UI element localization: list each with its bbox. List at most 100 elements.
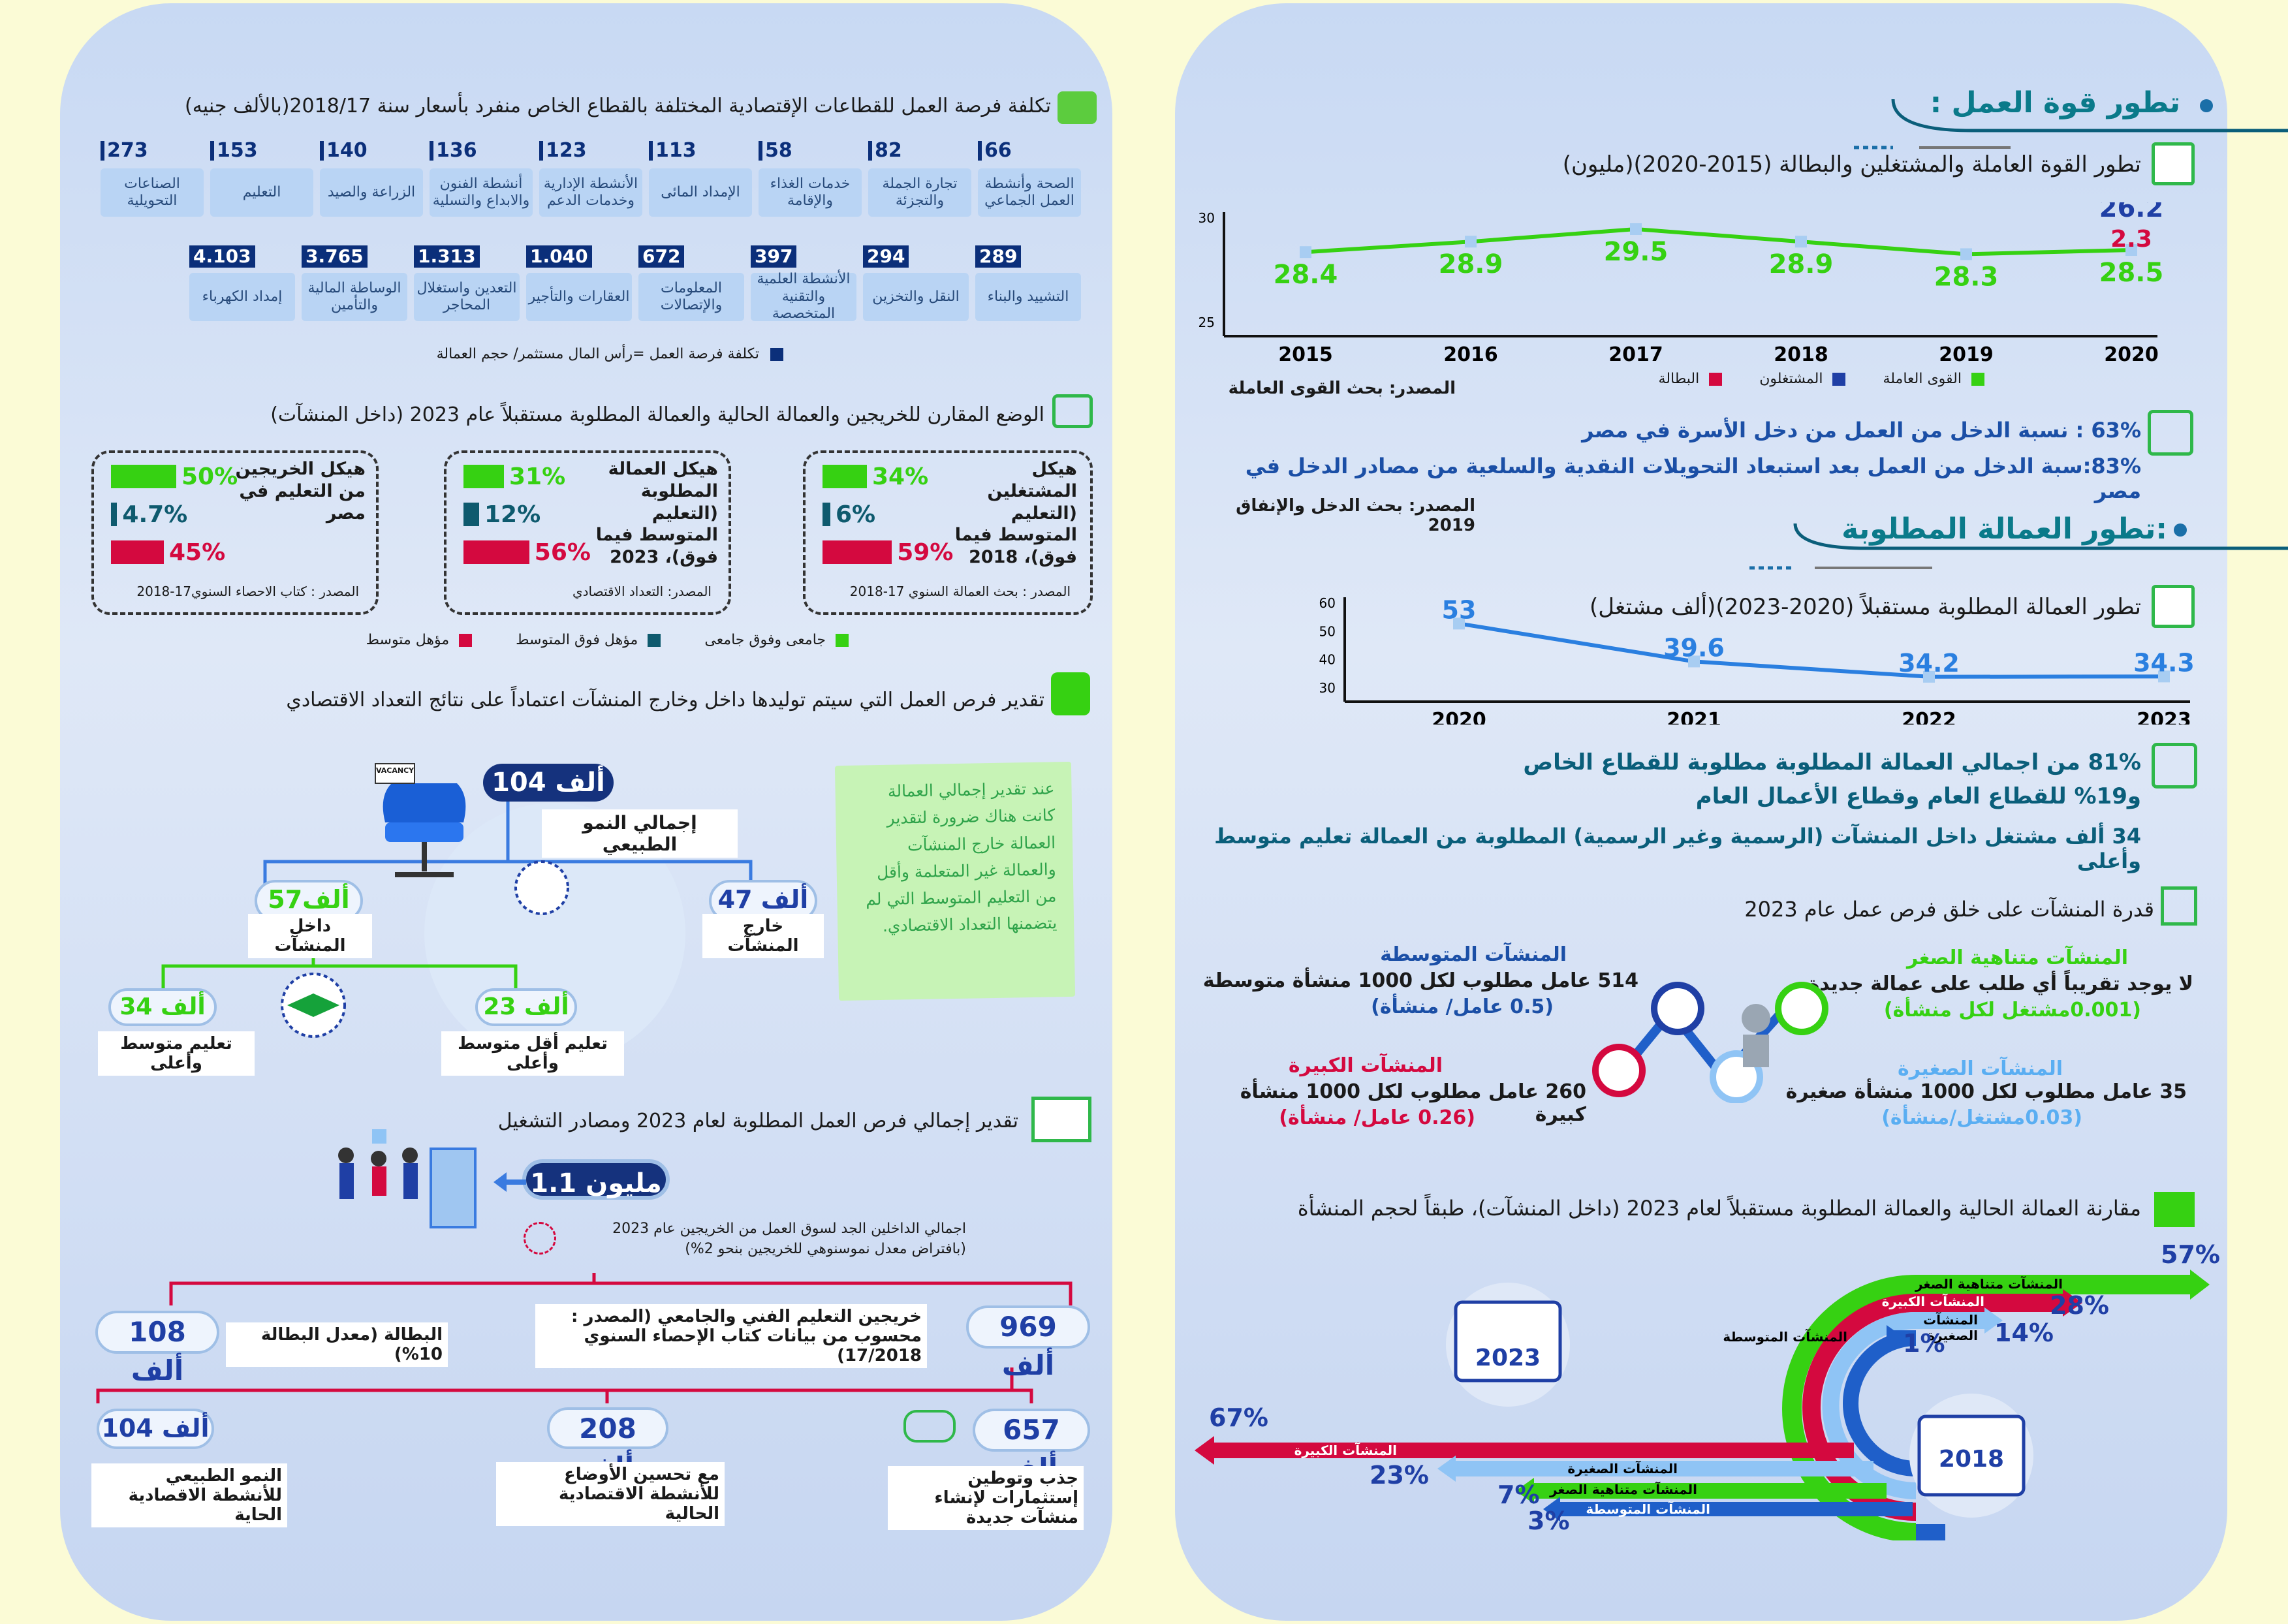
legend-swatch [648, 634, 661, 647]
series-line [1458, 621, 2165, 679]
calendar-icon [2154, 1192, 2195, 1227]
arrow-to-million [494, 1172, 526, 1192]
cost-value: 1.313 [414, 245, 480, 268]
total-657-label: جذب وتوطين إستثمارات لإنشاء منشآت جديدة [888, 1466, 1084, 1530]
calendar-worker-icon [1031, 1097, 1091, 1142]
jobs-title: تقدير فرص العمل التي سيتم توليدها داخل و… [286, 689, 1044, 711]
total-108-label: البطالة (معدل البطالة 10%) [226, 1322, 448, 1367]
labor-chart: 25 30 2015 2016 2017 2018 2019 2020 28.4 28.9 29.5… [1199, 202, 2164, 366]
grads-box-source: المصدر : كتاب الاحصاء السنوي17-2018 [136, 584, 359, 599]
grads-box-employed [803, 450, 1093, 615]
jobs-mid-value: 34 ألف [108, 988, 217, 1026]
capacity-medium-title: المنشآت المتوسطة [1380, 943, 1567, 966]
grads-pct: 56% [534, 539, 591, 566]
legend-swatch [1971, 373, 1984, 386]
cost-sector-label: أنشطة الفنون والابداع والتسلية [430, 168, 533, 217]
labor-legend: القوى العاملة المشتغلون البطالة [1619, 371, 1984, 394]
capacity-micro-1: لا يوجد تقريباً أي طلب على عمالة جديدة [1808, 973, 2193, 995]
labor-stat-source: المصدر: بحث الدخل والإنفاق 2019 [1236, 496, 1475, 535]
cost-sector-label: التعليم [210, 168, 313, 217]
required-p3: 34 ألف مشتغل داخل المنشآت (الرسمية وغير … [1214, 824, 2141, 873]
x-tick-label: 2016 [1443, 343, 1498, 366]
required-p2: و19% للقطاع العام وقطاع الأعمال العام [1695, 783, 2141, 809]
employed-label: 26.2 [2099, 202, 2164, 223]
compare-top-label-micro: المنشآت متناهية الصغر [1915, 1276, 2063, 1292]
legend-swatch [836, 634, 849, 647]
compare-top-pct-medium: 1% [1903, 1329, 1945, 1358]
labor-chart-title: تطور القوة العاملة والمشتغلين والبطالة (… [1562, 151, 2141, 178]
data-point [1630, 223, 1642, 235]
y-tick-label: 30 [1199, 210, 1215, 226]
cost-value: 140 [320, 141, 368, 161]
grads-pct: 59% [897, 539, 954, 566]
cost-value: 123 [539, 141, 587, 161]
total-104-label: النمو الطبيعي للأنشطة الاقصادية الحاية [91, 1463, 287, 1527]
total-969-label: خريجين التعليم الفني والجامعي (المصدر : … [535, 1304, 927, 1368]
grads-pct: 45% [169, 539, 226, 566]
data-point [1465, 236, 1477, 248]
data-point [2125, 244, 2137, 256]
jobs-note: عند تقدير إجمالي العمالة كانت هناك ضرورة… [834, 761, 1076, 1001]
grads-box-title: هيكل العمالة المطلوبة (التعليم المتوسط ف… [595, 459, 718, 567]
y-tick-label: 40 [1319, 652, 1336, 668]
cost-value: 289 [975, 245, 1022, 268]
total-208-label: مع تحسين الأوضاع للأنشطة الاقتصادية الحا… [496, 1462, 725, 1526]
capacity-medium-2: (0.5 عامل/ منشأة) [1371, 995, 1554, 1018]
compare-bottom-pct-micro: 7% [1497, 1480, 1540, 1509]
building-icon [2161, 886, 2197, 926]
grads-bar [823, 503, 830, 526]
grads-bar [111, 465, 176, 488]
data-label: 28.5 [2099, 258, 2164, 288]
compare-bottom-label-small: المنشآت الصغيرة [1567, 1461, 1678, 1476]
grads-bar [823, 540, 892, 564]
data-label: 34.2 [1898, 649, 1960, 678]
capacity-large-1: 260 عامل مطلوب لكل 1000 منشأة كبيرة [1240, 1080, 1586, 1126]
grads-pct: 6% [836, 501, 876, 528]
capacity-small-1: 35 عامل مطلوب لكل 1000 منشأة صغيرة [1785, 1080, 2187, 1103]
total-108-value: 108 ألف [95, 1311, 219, 1386]
required-heading-decor [1749, 523, 2288, 570]
data-label: 28.3 [1934, 262, 1999, 292]
data-point [1300, 246, 1311, 258]
grads-title: الوضع المقارن للخريجين والعمالة الحالية … [270, 403, 1044, 426]
grads-bar [823, 465, 867, 488]
capacity-medium-1: 514 عامل مطلوب لكل 1000 منشأة متوسطة [1202, 969, 1638, 992]
cost-sector-label: الوساطة المالية والتأمين [302, 273, 407, 321]
cost-title: تكلفة فرصة العمل للقطاعات الإقتصادية الم… [184, 95, 1051, 117]
data-label: 29.5 [1604, 237, 1669, 267]
cost-sector-label: الأنشطة العلمية والتقنية المتخصصة [751, 271, 856, 322]
cost-sector-label: التشييد والبناء [975, 273, 1081, 321]
series-line [1305, 226, 2132, 257]
y-tick-label: 60 [1319, 595, 1336, 611]
x-tick-label: 2022 [1902, 709, 1956, 725]
data-point [2158, 670, 2170, 683]
jobs-total-label: إجمالي النمو الطبيعي [542, 809, 738, 858]
grads-box-required [444, 450, 731, 615]
capacity-small-title: المنشآت الصغيرة [1898, 1057, 2063, 1080]
x-tick-label: 2020 [2104, 343, 2159, 366]
data-label: 34.3 [2133, 648, 2195, 677]
cost-value: 153 [210, 141, 258, 161]
compare-bottom-pct-medium: 3% [1528, 1507, 1570, 1535]
grad-cap-icon [524, 1222, 556, 1255]
briefcase-icon [1052, 394, 1093, 428]
handshake-icon [903, 1410, 956, 1443]
data-label: 28.4 [1274, 260, 1338, 290]
cost-sector-label: الزراعة والصيد [320, 168, 423, 217]
cost-value: 397 [751, 245, 797, 268]
x-tick-label: 2015 [1278, 343, 1333, 366]
total-657-value: 657 ألف [973, 1409, 1090, 1484]
y-tick-label: 30 [1319, 680, 1336, 696]
total-entrants: اجمالي الداخلين الجد لسوق العمل من الخري… [612, 1221, 966, 1257]
x-tick-label: 2023 [2137, 709, 2191, 725]
capacity-micro-2: (0.001مشتغل لكل منشأة) [1883, 999, 2141, 1022]
worker-icon [1051, 672, 1090, 715]
capacity-large-2: (0.26 عامل/ منشأة) [1279, 1106, 1475, 1129]
capacity-title: قدرة المنشآت على خلق فرص عمل عام 2023 [1744, 897, 2154, 922]
cost-sector-label: العقارات والتأجير [526, 273, 632, 321]
labor-stat-1: 63% : نسبة الدخل من العمل من دخل الأسرة … [1582, 418, 2141, 443]
cost-sector-label: النقل والتخزين [863, 273, 969, 321]
labor-source: المصدر: بحث القوى العاملة [1228, 379, 1456, 398]
cost-value: 113 [649, 141, 697, 161]
required-chart: 30 40 50 60 2020 2021 2022 2023 53 39.6 34.2 34.3 [1319, 595, 2195, 725]
